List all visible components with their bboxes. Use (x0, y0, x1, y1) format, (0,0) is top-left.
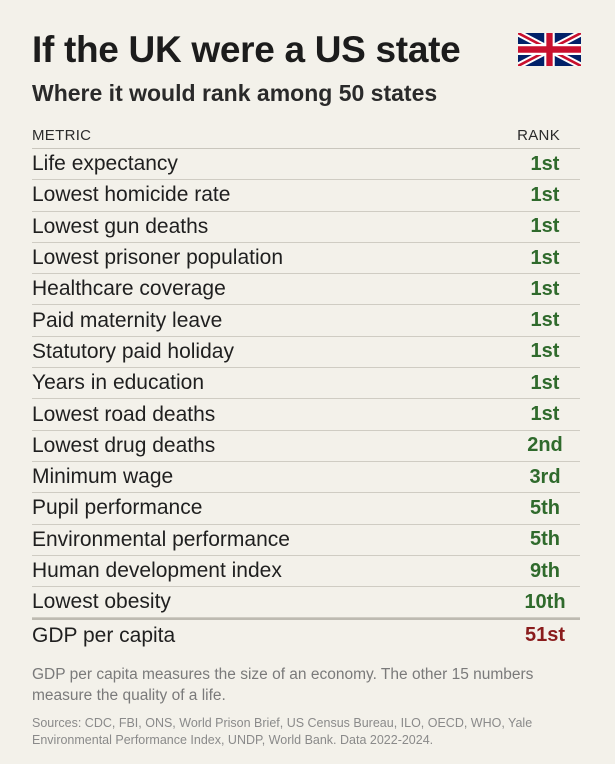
metric-label: Paid maternity leave (32, 308, 223, 332)
metric-label: Healthcare coverage (32, 277, 226, 301)
metric-label: Environmental performance (32, 527, 290, 551)
rank-value: 9th (530, 559, 560, 582)
table-row: Life expectancy 1st (32, 149, 580, 181)
table-row: Human development index 9th (32, 556, 580, 588)
uk-flag-icon (518, 33, 581, 66)
rank-value: 1st (530, 183, 560, 206)
metric-label: Lowest road deaths (32, 402, 216, 426)
metric-label: Lowest prisoner population (32, 246, 283, 270)
metric-label: Statutory paid holiday (32, 339, 234, 363)
metric-label: GDP per capita (32, 623, 176, 647)
column-header-rank: RANK (517, 126, 560, 144)
table-row: Healthcare coverage 1st (32, 274, 580, 306)
metric-label: Years in education (32, 371, 205, 395)
rank-value: 1st (530, 277, 560, 300)
column-header-metric: METRIC (32, 126, 92, 144)
metric-label: Human development index (32, 559, 282, 582)
rank-value: 10th (524, 590, 566, 613)
page-title: If the UK were a US state (32, 29, 461, 70)
rank-value: 1st (530, 215, 560, 238)
metric-label: Life expectancy (32, 152, 178, 176)
table-row: Environmental performance 5th (32, 525, 580, 556)
metric-label: Pupil performance (32, 496, 203, 520)
rank-value: 1st (530, 340, 560, 363)
table-row: Paid maternity leave 1st (32, 305, 580, 337)
table-row: Lowest gun deaths 1st (32, 212, 580, 243)
metric-label: Lowest gun deaths (32, 214, 209, 238)
table-header: METRIC RANK (32, 122, 580, 149)
table-row: Lowest drug deaths 2nd (32, 431, 580, 462)
metric-label: Lowest drug deaths (32, 433, 216, 457)
rank-value: 1st (530, 403, 560, 426)
rank-value: 1st (530, 246, 560, 269)
rank-value: 1st (530, 309, 560, 332)
table-row: Lowest road deaths 1st (32, 399, 580, 431)
table-row: Pupil performance 5th (32, 493, 580, 525)
table-body: Life expectancy 1st Lowest homicide rate 1s… (32, 149, 580, 651)
rank-value: 2nd (527, 434, 563, 457)
metric-label: Lowest homicide rate (32, 183, 231, 207)
page-subtitle: Where it would rank among 50 states (32, 80, 438, 106)
table-row: Statutory paid holiday 1st (32, 337, 580, 369)
ranking-table: METRIC RANK Life expectancy 1st Lowest hom… (32, 122, 580, 651)
rank-value: 5th (530, 496, 560, 519)
rank-value: 51st (524, 624, 566, 647)
rank-value: 1st (530, 152, 560, 175)
metric-label: Minimum wage (32, 465, 174, 489)
table-row: Minimum wage 3rd (32, 462, 580, 494)
table-row: Lowest homicide rate 1st (32, 180, 580, 212)
table-row: Lowest prisoner population 1st (32, 243, 580, 275)
table-row: GDP per capita 51st (32, 618, 580, 650)
rank-value: 3rd (529, 465, 561, 488)
metric-label: Lowest obesity (32, 590, 171, 614)
table-row: Years in education 1st (32, 368, 580, 400)
sources-text: Sources: CDC, FBI, ONS, World Prison Bri… (32, 716, 533, 747)
footnote: GDP per capita measures the size of an e… (32, 666, 534, 704)
rank-value: 1st (530, 371, 560, 394)
table-row: Lowest obesity 10th (32, 587, 580, 619)
rank-value: 5th (530, 528, 560, 551)
